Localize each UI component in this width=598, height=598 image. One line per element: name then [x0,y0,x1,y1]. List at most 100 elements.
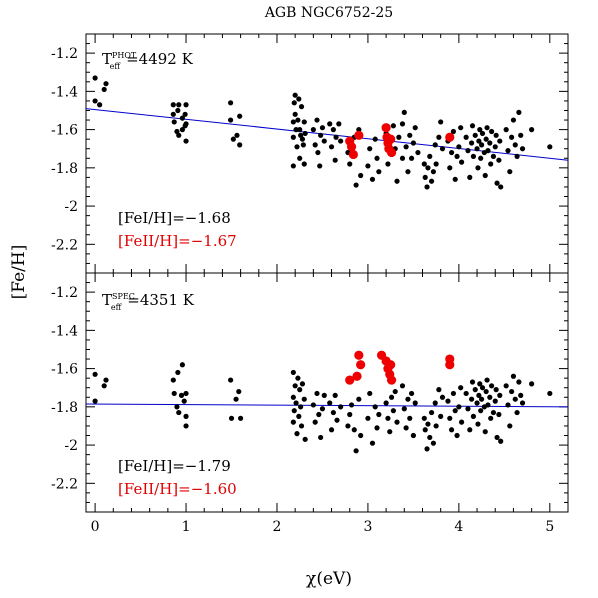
bottom-teff-sup: SPEC [112,292,135,301]
bottom-fei-point [394,419,400,425]
bottom-panel-frame [85,272,569,513]
bottom-fei-point [319,406,326,412]
bottom-fei-point [290,419,296,425]
bottom-fei-point [383,400,389,406]
bottom-x-tick-label: 2 [273,519,282,535]
x-axis-title: χ(eV) [306,569,352,589]
top-fei-point [292,111,298,117]
bottom-fei-point [298,404,304,410]
top-fei-point [385,161,391,167]
top-fei-point [298,104,305,110]
bottom-fei-point [472,387,478,393]
top-fei-point [456,144,462,150]
bottom-fei-point [422,427,428,433]
chart-title: AGB NGC6752-25 [264,5,393,21]
top-fei-point [330,127,336,133]
bottom-fei-point [301,396,307,402]
top-fei-point [490,153,497,159]
top-fei-point [293,127,299,133]
bottom-fei-point [399,383,406,389]
top-y-tick-label: -2.2 [51,237,78,253]
bottom-y-tick-label: -2 [64,438,78,454]
bottom-fei-point [92,371,98,377]
bottom-fei-point [430,440,437,446]
bottom-fei-point [171,390,177,397]
bottom-panel-fei-points [92,362,553,454]
top-teff-T: T [102,50,112,68]
bottom-fei-point [332,392,338,398]
top-fei-point [358,172,364,179]
bottom-fei-point [330,409,336,416]
top-panel: -2.2 -2 -1.8 -1.6 -1.4 -1.2 TPHOT eff =4492 K [… [51,33,569,274]
top-fei-point [372,136,378,142]
top-fei-point [290,119,296,125]
top-fei-point [92,75,98,81]
bottom-fei-point [316,411,322,418]
bottom-fei-point [425,421,431,427]
bottom-fei-point [476,392,482,398]
top-fei-point [496,157,502,163]
bottom-fei-point [295,375,301,381]
top-fei-point [470,153,477,159]
bottom-fei-point [487,394,493,400]
top-fei-point [296,96,302,102]
bottom-fei-point [345,423,351,429]
top-fei-point [547,144,553,150]
bottom-panel-y-tick-labels: -2.2 -2 -1.8 -1.6 -1.4 -1.2 [51,285,78,492]
bottom-fei-point [403,425,409,431]
top-fei-point [356,127,362,133]
bottom-panel-feii-points [345,350,455,385]
bottom-fei-point [228,377,234,383]
top-fei-point [433,161,439,167]
top-fei-point [332,157,338,163]
bottom-fei-point [374,425,380,431]
top-fei-point [333,134,339,140]
top-fei-point [396,134,402,140]
top-fei-point [300,142,306,148]
top-fei-point [428,178,435,184]
y-axis-title: [Fe/H] [9,245,29,300]
bottom-fei-point [479,396,485,402]
bottom-fei-point [236,388,242,395]
top-fei-point [477,127,483,133]
bottom-fei-point [477,381,483,387]
bottom-fei-point [401,406,407,412]
top-y-tick-label: -1.8 [51,161,78,177]
bottom-fei-point [407,415,413,421]
bottom-fei-point [328,427,335,433]
bottom-fei-point [294,431,300,437]
top-fei-point [367,146,373,152]
bottom-fei-point [365,415,371,421]
bottom-fei-point [314,390,320,397]
bottom-fei-point [518,392,524,398]
bottom-fei-point [474,400,480,406]
bottom-fei-point [298,423,305,429]
top-fei-point [314,117,320,123]
bottom-fei-point [445,398,451,404]
bottom-fei-point [292,383,298,389]
bottom-fei-point [492,398,498,404]
bottom-fei-point [427,434,433,441]
bottom-fei-point [448,427,455,433]
bottom-fei-point [505,402,511,408]
bottom-fei-point [228,415,235,421]
bottom-fei-point [465,406,471,412]
top-feii-point [346,142,357,152]
bottom-x-tick-label: 4 [454,519,463,535]
top-fei-point [415,149,421,156]
top-fei-point [507,169,513,175]
bottom-y-tick-label: -1.2 [51,285,78,301]
top-fei-point [179,115,185,121]
bottom-fei-point [358,432,364,439]
top-fei-point [476,138,482,144]
bottom-teff-sub: eff [111,303,123,312]
bottom-fei-point [456,404,462,410]
bottom-fei-point [405,396,411,402]
top-fei-point [294,144,300,150]
top-fei-point [92,98,98,104]
bottom-fei-point [327,400,333,406]
bottom-feii-point [386,375,397,385]
bottom-fei-point [388,394,395,400]
top-fei-point [410,140,416,146]
bottom-fei-point [469,396,475,402]
